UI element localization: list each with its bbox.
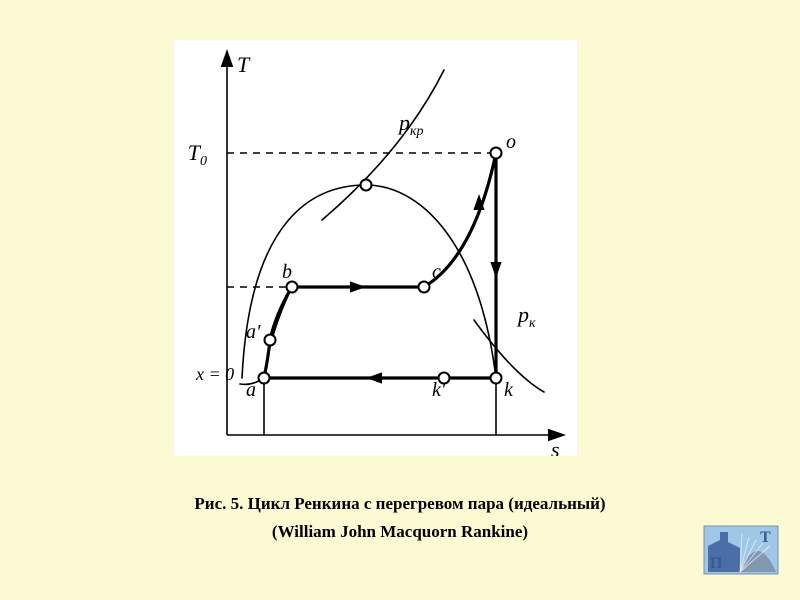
svg-text:a: a xyxy=(246,379,256,401)
svg-text:b: b xyxy=(282,261,292,283)
svg-text:Т: Т xyxy=(760,529,771,546)
svg-text:П: П xyxy=(710,555,723,572)
label-x0: x = 0 xyxy=(195,364,234,384)
isobar-pkr xyxy=(322,70,444,220)
ts-diagram: Ts T0 pкр pк a a' b c o k k' x = 0 xyxy=(174,40,577,456)
slide-background: Ts T0 pкр pк a a' b c o k k' x = 0 Рис. 5. Цикл Рен… xyxy=(0,0,800,600)
svg-text:a': a' xyxy=(246,321,261,343)
svg-text:c: c xyxy=(432,261,441,283)
svg-text:k: k xyxy=(504,379,514,401)
svg-text:pкр: pкр xyxy=(397,110,424,139)
T0-label: T0 xyxy=(188,140,207,169)
diagram-frame: Ts T0 pкр pк a a' b c o k k' x = 0 xyxy=(174,40,577,456)
figure-caption: Рис. 5. Цикл Ренкина с перегревом пара (… xyxy=(0,490,800,546)
axis-label-s: s xyxy=(551,437,560,456)
cycle-a-b xyxy=(264,287,292,378)
svg-text:o: o xyxy=(506,131,516,153)
svg-text:k': k' xyxy=(432,379,446,401)
saturation-dome xyxy=(242,185,496,378)
axis-label-T: T xyxy=(237,52,251,77)
caption-line-2: (William John Macquorn Rankine) xyxy=(0,518,800,546)
svg-text:pк: pк xyxy=(516,302,536,331)
svg-text:T0: T0 xyxy=(188,140,207,169)
footer-logo: ПТ xyxy=(702,520,780,578)
caption-line-1: Рис. 5. Цикл Ренкина с перегревом пара (… xyxy=(0,490,800,518)
